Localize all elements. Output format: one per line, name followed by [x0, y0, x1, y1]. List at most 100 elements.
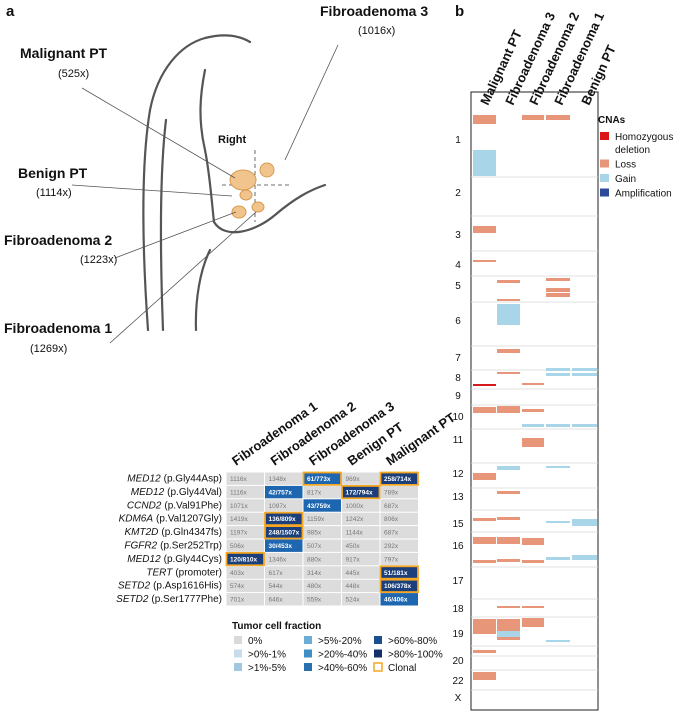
cell-text: 687x: [384, 530, 399, 537]
row-label: CCND2 (p.Val91Phe): [127, 500, 222, 511]
table-cell: [265, 539, 303, 552]
cell-text: 292x: [384, 543, 399, 550]
table-cell: [226, 472, 264, 485]
legend-label: >40%-60%: [318, 663, 367, 674]
variant: (p.Gly44Asp): [164, 474, 222, 485]
chromosome-separators: [471, 176, 598, 691]
table-cell: [226, 593, 264, 606]
cell-text: 1419x: [230, 516, 248, 523]
table-cell: [265, 499, 303, 512]
chromosome-label: 4: [455, 260, 461, 271]
legend-swatch: [600, 188, 609, 197]
chromosome-label: 1: [455, 135, 461, 146]
legend-swatch: [304, 663, 312, 671]
cell-text: 42/757x: [269, 489, 293, 496]
cell-text: 1000x: [346, 503, 364, 510]
table-cell: [264, 525, 304, 540]
table-cell: [226, 512, 264, 526]
chromosome-label: 8: [455, 373, 461, 384]
cell-text: 1159x: [307, 516, 325, 523]
table-cell: [342, 472, 380, 485]
panel-label: a: [6, 3, 15, 20]
cell-text: 880x: [307, 556, 322, 563]
cell-text: 30/453x: [269, 543, 293, 550]
cell-text: 507x: [307, 543, 322, 550]
variant: (p.Gln4347fs): [161, 527, 222, 538]
legend-label: >80%-100%: [388, 650, 443, 661]
cell-text: 43/759x: [307, 503, 331, 510]
cell-text: 106/378x: [384, 583, 411, 590]
table-cell: [380, 526, 418, 539]
legend-label: >1%-5%: [248, 663, 286, 674]
gene-name: SETD2: [116, 594, 149, 605]
cell-text: 574x: [230, 583, 245, 590]
chromosome-label: 13: [452, 492, 464, 503]
table-cell: [303, 593, 341, 606]
tumor-depth: (1223x): [80, 254, 117, 266]
side-label: Right: [218, 134, 246, 146]
cell-text: 1242x: [346, 516, 364, 523]
cell-text: 445x: [346, 570, 361, 577]
chromosome-label: 15: [452, 519, 464, 530]
table-cell: [226, 526, 264, 539]
cell-text: 797x: [384, 556, 399, 563]
gene-name: TERT: [146, 567, 173, 578]
table-cell: [342, 499, 380, 512]
cell-text: 789x: [384, 489, 399, 496]
table-cell: [265, 472, 303, 485]
chromosome-label: 12: [452, 469, 464, 480]
table-cell: [379, 471, 419, 486]
cell-text: 701x: [230, 597, 245, 604]
variant: (p.Val91Phe): [164, 500, 222, 511]
chromosome-label: 17: [452, 576, 464, 587]
chromosome-label: 16: [452, 541, 464, 552]
gene-name: KDM6A: [119, 514, 154, 525]
legend-label: Loss: [615, 160, 636, 171]
chromosome-label: 3: [455, 230, 461, 241]
table-cell: [380, 512, 418, 526]
cell-text: 1144x: [346, 530, 364, 537]
legend-swatch: [234, 663, 242, 671]
table-cell: [342, 566, 380, 579]
legend-label: Gain: [615, 174, 636, 185]
cna-segments: [473, 115, 597, 680]
chromosome-label: 2: [455, 188, 461, 199]
cell-text: 172/794x: [346, 489, 373, 496]
chromosome-label: 5: [455, 281, 461, 292]
table-cell: [303, 552, 341, 566]
table-cell: [225, 552, 265, 567]
tumor-name: Fibroadenoma 2: [4, 232, 112, 248]
table-cell: [303, 539, 341, 552]
legend-label: >5%-20%: [318, 636, 362, 647]
legend-swatch: [374, 649, 382, 658]
cell-text: 258/714x: [384, 476, 411, 483]
legend-swatch: [600, 132, 609, 140]
row-label: MED12 (p.Gly44Asp): [127, 474, 222, 485]
legend-label: 0%: [248, 636, 263, 647]
table-cell: [380, 539, 418, 552]
table-cell: [303, 566, 341, 579]
cell-text: 46/406x: [384, 597, 408, 604]
tumor-depth: (1114x): [36, 187, 72, 199]
variant: (p.Ser1777Phe): [151, 594, 222, 605]
table-cell: [303, 579, 341, 593]
chromosome-label: 11: [453, 435, 464, 446]
table-cell: [302, 471, 342, 486]
cna-box: [470, 91, 599, 711]
cell-text: 448x: [346, 583, 361, 590]
legend-title: Tumor cell fraction: [232, 621, 321, 632]
table-cell: [264, 511, 304, 527]
legend-label: deletion: [615, 145, 650, 156]
gene-name: MED12: [131, 487, 165, 498]
cell-text: 1116x: [230, 489, 247, 496]
cell-text: 1348x: [269, 476, 287, 483]
table-cell: [265, 566, 303, 579]
table-cell: [303, 526, 341, 539]
legend-label: Homozygous: [615, 132, 673, 143]
legend-swatch: [234, 636, 242, 644]
table-cell: [265, 485, 303, 499]
legend-swatch: [304, 649, 312, 658]
tumor-depth: (1016x): [358, 25, 395, 37]
cell-text: 1116x: [230, 476, 247, 483]
row-label: SETD2 (p.Ser1777Phe): [116, 594, 222, 605]
